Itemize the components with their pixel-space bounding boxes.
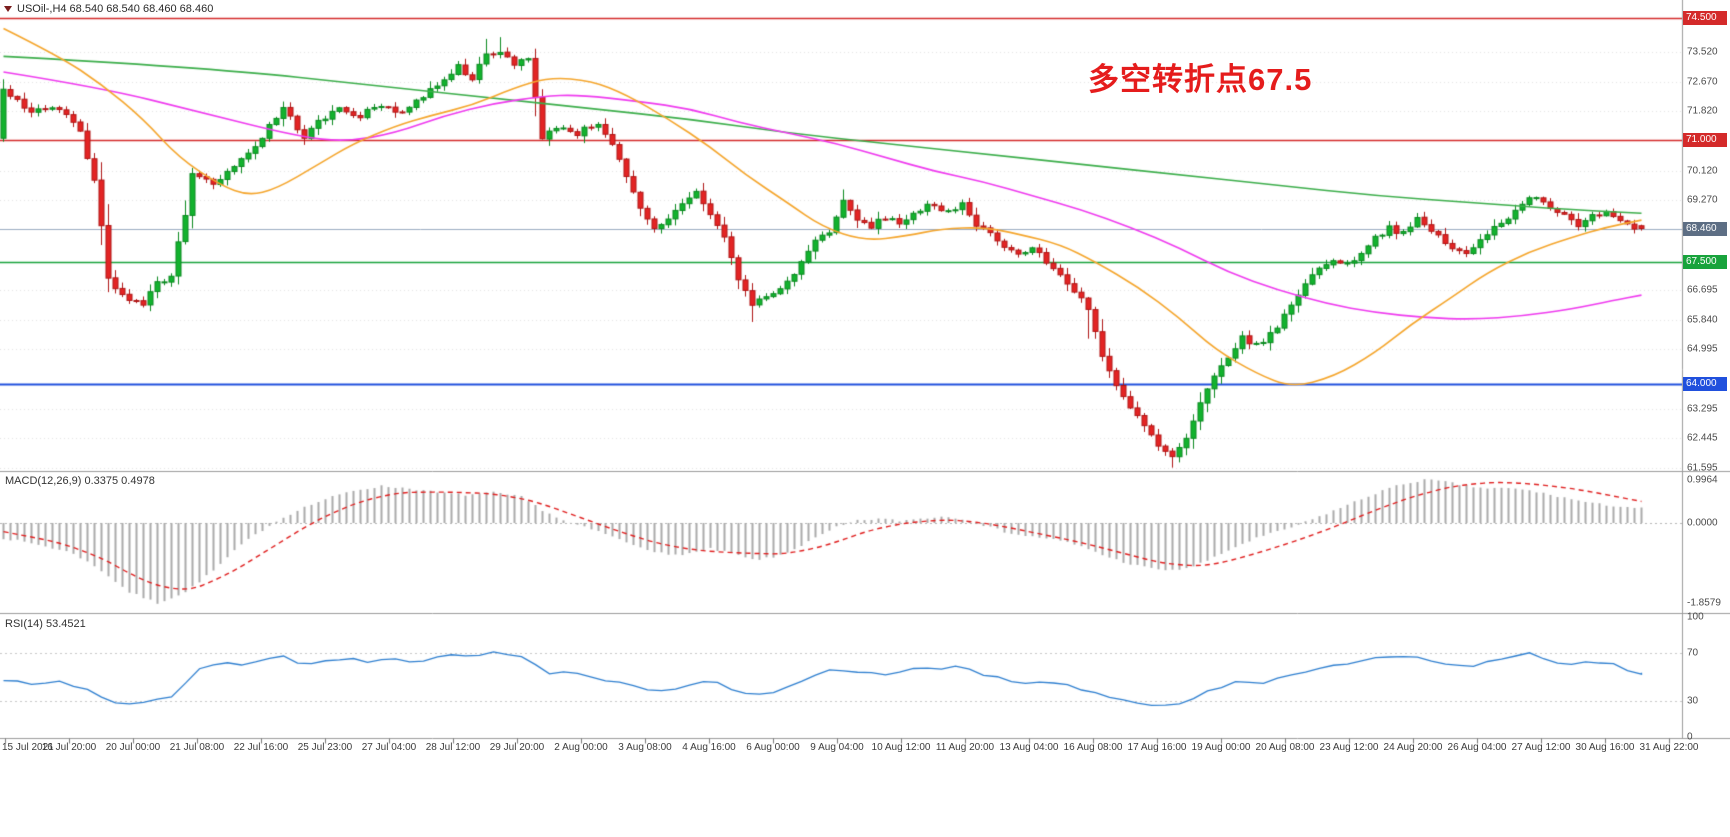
candlestick-chart-canvas[interactable] <box>0 0 1730 837</box>
trading-chart-window: USOil-,H4 68.540 68.540 68.460 68.460 多空… <box>0 0 1730 837</box>
